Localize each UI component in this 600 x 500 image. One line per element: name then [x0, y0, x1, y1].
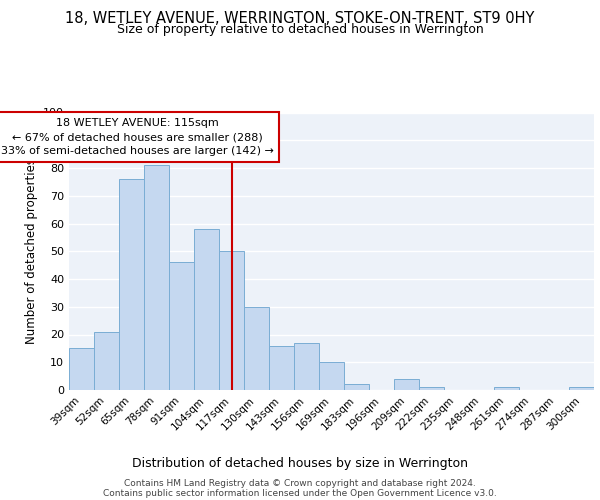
Bar [119, 179, 144, 390]
Bar [194, 229, 219, 390]
Bar [244, 306, 269, 390]
Text: Size of property relative to detached houses in Werrington: Size of property relative to detached ho… [116, 22, 484, 36]
Bar [319, 362, 344, 390]
Text: Distribution of detached houses by size in Werrington: Distribution of detached houses by size … [132, 458, 468, 470]
Bar [294, 343, 319, 390]
Bar [169, 262, 194, 390]
Bar [344, 384, 369, 390]
Text: Contains HM Land Registry data © Crown copyright and database right 2024.: Contains HM Land Registry data © Crown c… [124, 479, 476, 488]
Y-axis label: Number of detached properties: Number of detached properties [25, 158, 38, 344]
Bar [269, 346, 294, 390]
Text: 18, WETLEY AVENUE, WERRINGTON, STOKE-ON-TRENT, ST9 0HY: 18, WETLEY AVENUE, WERRINGTON, STOKE-ON-… [65, 11, 535, 26]
Bar [394, 379, 419, 390]
Bar [94, 332, 119, 390]
Bar [144, 165, 169, 390]
Bar [569, 387, 594, 390]
Text: Contains public sector information licensed under the Open Government Licence v3: Contains public sector information licen… [103, 489, 497, 498]
Bar [219, 251, 244, 390]
Bar [494, 387, 519, 390]
Bar [69, 348, 94, 390]
Bar [419, 387, 444, 390]
Text: 18 WETLEY AVENUE: 115sqm
← 67% of detached houses are smaller (288)
33% of semi-: 18 WETLEY AVENUE: 115sqm ← 67% of detach… [1, 118, 274, 156]
